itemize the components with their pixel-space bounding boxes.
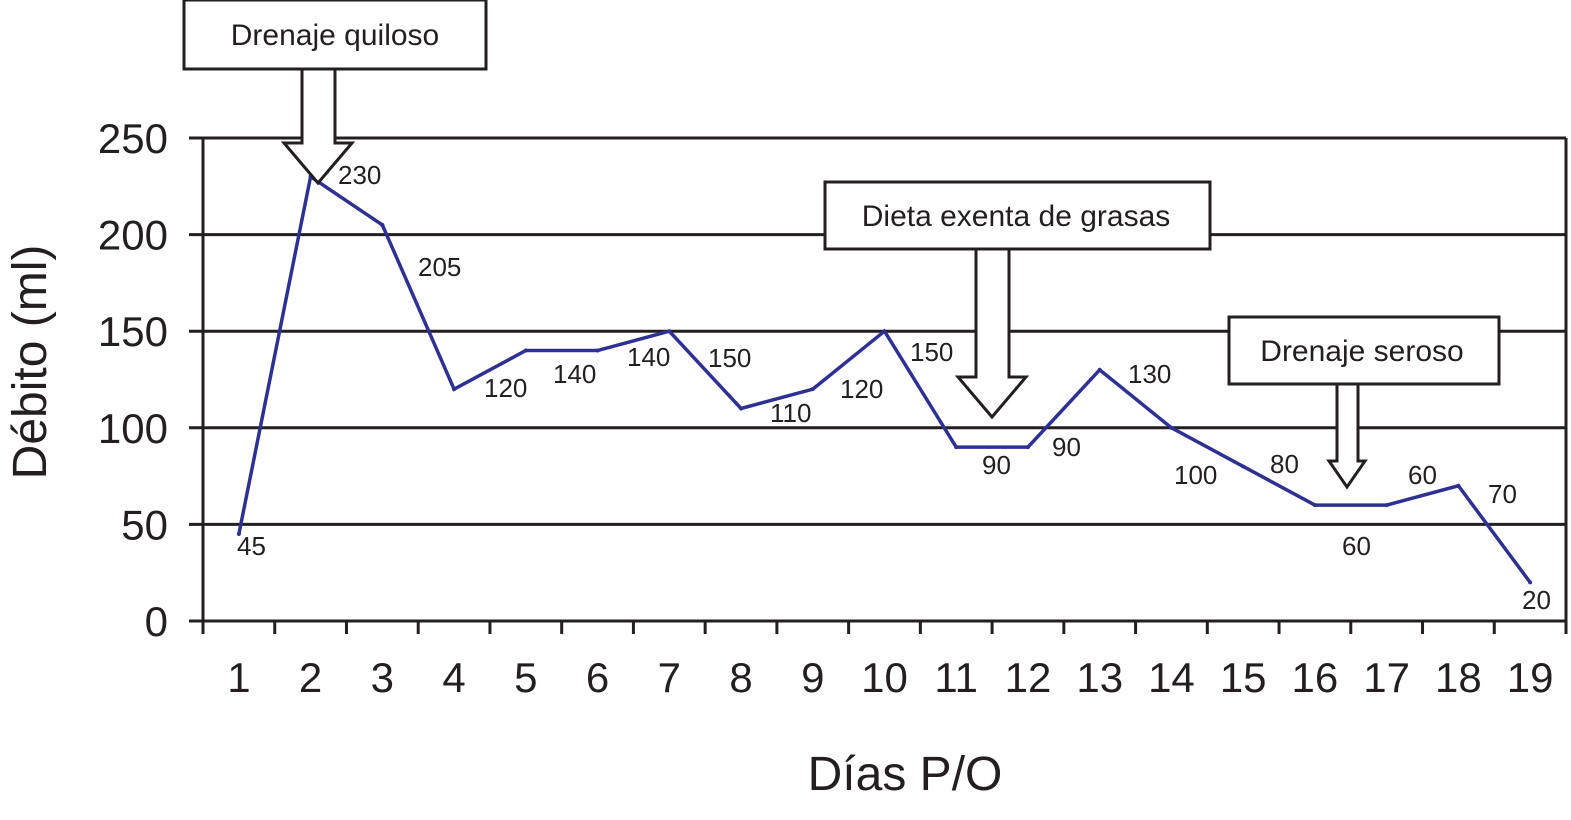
x-tick-label: 9: [801, 654, 824, 701]
data-label: 70: [1488, 479, 1517, 509]
x-tick-label: 17: [1363, 654, 1410, 701]
data-point: [1025, 445, 1030, 450]
annotation-text: Drenaje quiloso: [231, 19, 439, 52]
data-point: [1241, 464, 1246, 469]
annotations: Drenaje quiloso Dieta exenta de grasas Dre…: [182, 0, 1501, 490]
data-point: [1456, 483, 1461, 488]
x-tick-label: 15: [1220, 654, 1267, 701]
down-arrow-icon: [1326, 382, 1368, 490]
y-tick-label: 250: [98, 115, 168, 162]
data-point: [1169, 425, 1174, 430]
data-labels: 45 230 205 120 140 140 150 110 120 150 90 90 130 100 8…: [237, 160, 1551, 615]
y-tick-label: 50: [121, 501, 168, 548]
x-tick-label: 12: [1005, 654, 1052, 701]
data-label: 120: [840, 374, 883, 404]
data-label: 130: [1128, 359, 1171, 389]
data-point: [523, 348, 528, 353]
x-tick-label: 14: [1148, 654, 1195, 701]
series-debito: [236, 173, 1533, 585]
x-tick-label: 13: [1076, 654, 1123, 701]
data-label: 20: [1522, 585, 1551, 615]
annotation-text: Drenaje seroso: [1260, 335, 1463, 368]
data-point: [1528, 580, 1533, 585]
x-tick-label: 16: [1292, 654, 1339, 701]
down-arrow-icon: [280, 67, 356, 186]
x-tick-label: 8: [729, 654, 752, 701]
data-point: [739, 406, 744, 411]
x-tick-label: 11: [934, 654, 978, 701]
data-label: 150: [708, 343, 751, 373]
data-label: 230: [338, 160, 381, 190]
data-label: 45: [237, 531, 266, 561]
annotation-box: [182, 0, 488, 71]
x-tick-label: 4: [442, 654, 465, 701]
data-point: [667, 329, 672, 334]
annotation-box: [823, 180, 1212, 251]
data-label: 110: [770, 398, 811, 428]
y-tick-label: 100: [98, 405, 168, 452]
data-label: 60: [1342, 531, 1371, 561]
y-axis-title: Débito (ml): [4, 245, 57, 480]
data-point: [380, 222, 385, 227]
y-tick-label: 0: [145, 598, 168, 645]
data-label: 205: [418, 252, 461, 282]
annotation-box: [1227, 315, 1501, 386]
data-label: 100: [1174, 460, 1217, 490]
data-label: 90: [1052, 432, 1081, 462]
annotation-drenaje-quiloso: Drenaje quiloso: [182, 0, 488, 186]
x-tick-label: 1: [227, 654, 250, 701]
annotation-text: Dieta exenta de grasas: [862, 200, 1171, 233]
x-tick-label: 19: [1507, 654, 1554, 701]
data-point: [595, 348, 600, 353]
down-arrow-icon: [954, 247, 1030, 420]
annotation-drenaje-seroso: Drenaje seroso: [1227, 315, 1501, 490]
data-point: [810, 387, 815, 392]
data-label: 60: [1408, 460, 1437, 490]
y-tick-label: 150: [98, 308, 168, 355]
x-tick-label: 3: [371, 654, 394, 701]
data-label: 120: [484, 373, 527, 403]
data-label: 140: [553, 359, 596, 389]
annotation-dieta-exenta: Dieta exenta de grasas: [823, 180, 1212, 420]
data-point: [1384, 503, 1389, 508]
data-label: 90: [982, 450, 1011, 480]
x-tick-label: 7: [658, 654, 681, 701]
y-tick-label: 200: [98, 212, 168, 259]
x-axis-title: Días P/O: [808, 748, 1003, 801]
data-point: [1312, 503, 1317, 508]
data-point: [1097, 367, 1102, 372]
x-tick-label: 6: [586, 654, 609, 701]
data-label: 140: [627, 342, 670, 372]
data-point: [882, 329, 887, 334]
data-point: [954, 445, 959, 450]
data-point: [452, 387, 457, 392]
data-point: [236, 532, 241, 537]
data-label: 80: [1270, 449, 1299, 479]
x-tick-label: 10: [861, 654, 908, 701]
x-tick-label: 2: [299, 654, 322, 701]
x-tick-label: 18: [1435, 654, 1482, 701]
x-tick-label: 5: [514, 654, 537, 701]
data-label: 150: [910, 337, 953, 367]
